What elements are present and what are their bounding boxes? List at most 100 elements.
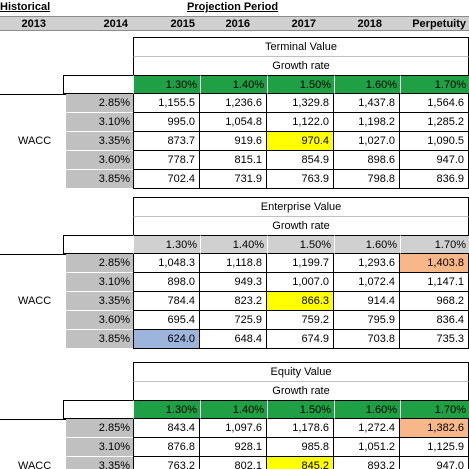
growth-rate-cell: 1.30% [133,75,200,94]
value-cell[interactable]: 763.2 [133,457,200,469]
value-cell[interactable]: 947.0 [400,457,469,469]
wacc-rate-cell: 3.85% [66,170,133,189]
growth-rate-corner [63,400,133,419]
wacc-rate-cell: 3.35% [66,457,133,469]
value-cell[interactable]: 845.2 [267,457,334,469]
value-cell[interactable]: 947.0 [400,151,469,170]
wacc-rate-cell: 2.85% [66,419,133,438]
value-cell[interactable]: 995.0 [133,113,200,132]
table-row: 3.60% 778.7 815.1 854.9 898.6 947.0 [0,151,469,170]
value-cell[interactable]: 1,054.8 [200,113,267,132]
value-cell[interactable]: 1,051.2 [334,438,400,457]
value-cell[interactable]: 763.9 [267,170,334,189]
value-cell[interactable]: 823.2 [200,292,267,311]
value-cell[interactable]: 1,272.4 [334,419,400,438]
value-cell[interactable]: 893.2 [334,457,400,469]
value-cell[interactable]: 798.8 [334,170,400,189]
year-2014: 2014 [103,18,128,30]
value-cell[interactable]: 1,125.9 [400,438,469,457]
growth-rate-row: 1.30% 1.40% 1.50% 1.60% 1.70% [0,235,469,254]
value-cell[interactable]: 1,199.7 [267,254,334,273]
wacc-rate-cell: 2.85% [66,94,133,113]
section-title: Enterprise Value [133,197,469,216]
growth-rate-label: Growth rate [133,216,469,235]
value-cell[interactable]: 1,090.5 [400,132,469,151]
value-cell[interactable]: 1,072.4 [334,273,400,292]
value-cell[interactable]: 928.1 [200,438,267,457]
value-cell[interactable]: 843.4 [133,419,200,438]
value-cell[interactable]: 1,027.0 [334,132,400,151]
wacc-rate-cell: 3.85% [66,330,133,349]
value-cell[interactable]: 1,236.6 [200,94,267,113]
year-2016: 2016 [225,18,250,30]
value-cell[interactable]: 735.3 [400,330,469,349]
value-cell[interactable]: 648.4 [200,330,267,349]
value-cell[interactable]: 1,118.8 [200,254,267,273]
year-2018: 2018 [357,18,382,30]
value-cell[interactable]: 949.3 [200,273,267,292]
value-cell[interactable]: 873.7 [133,132,200,151]
value-cell[interactable]: 836.4 [400,311,469,330]
value-cell[interactable]: 1,155.5 [133,94,200,113]
growth-rate-cell: 1.40% [200,75,267,94]
value-cell[interactable]: 725.9 [200,311,267,330]
value-cell[interactable]: 898.6 [334,151,400,170]
value-cell[interactable]: 1,122.0 [267,113,334,132]
value-cell[interactable]: 919.6 [200,132,267,151]
wacc-label: WACC [18,135,52,147]
value-cell[interactable]: 914.4 [334,292,400,311]
value-cell[interactable]: 1,564.6 [400,94,469,113]
growth-rate-cell: 1.60% [334,235,400,254]
value-cell[interactable]: 1,048.3 [133,254,200,273]
value-cell[interactable]: 1,007.0 [267,273,334,292]
value-cell[interactable]: 985.8 [267,438,334,457]
growth-rate-cell: 1.30% [133,400,200,419]
value-cell[interactable]: 695.4 [133,311,200,330]
value-cell[interactable]: 1,329.8 [267,94,334,113]
wacc-rate-cell: 3.35% [66,292,133,311]
value-cell[interactable]: 968.2 [400,292,469,311]
value-cell[interactable]: 778.7 [133,151,200,170]
value-cell[interactable]: 731.9 [200,170,267,189]
year-perpetuity: Perpetuity [412,18,466,30]
value-cell[interactable]: 1,403.8 [400,254,469,273]
value-cell[interactable]: 759.2 [267,311,334,330]
value-cell[interactable]: 1,178.6 [267,419,334,438]
growth-rate-label: Growth rate [133,381,469,400]
growth-rate-cell: 1.60% [334,400,400,419]
growth-rate-corner [63,75,133,94]
value-cell[interactable]: 898.0 [133,273,200,292]
value-cell[interactable]: 836.9 [400,170,469,189]
value-cell[interactable]: 1,147.1 [400,273,469,292]
table-row: 3.10% 995.0 1,054.8 1,122.0 1,198.2 1,285.2 [0,113,469,132]
value-cell[interactable]: 1,097.6 [200,419,267,438]
value-cell[interactable]: 1,382.6 [400,419,469,438]
value-cell[interactable]: 866.3 [267,292,334,311]
value-cell[interactable]: 1,437.8 [334,94,400,113]
value-cell[interactable]: 784.4 [133,292,200,311]
value-cell[interactable]: 1,293.6 [334,254,400,273]
section-title: Terminal Value [133,37,469,56]
wacc-rate-cell: 3.10% [66,273,133,292]
growth-rate-cell: 1.40% [200,235,267,254]
historical-label: Historical [0,1,51,13]
section-enterprise-value: Enterprise Value Growth rate 1.30% 1.40% 1.5… [0,197,469,349]
value-cell[interactable]: 703.8 [334,330,400,349]
value-cell[interactable]: 1,285.2 [400,113,469,132]
value-cell[interactable]: 624.0 [133,330,200,349]
value-cell[interactable]: 802.1 [200,457,267,469]
value-cell[interactable]: 876.8 [133,438,200,457]
value-cell[interactable]: 815.1 [200,151,267,170]
value-cell[interactable]: 854.9 [267,151,334,170]
table-row: 3.35% 784.4 823.2 866.3 914.4 968.2 [0,292,469,311]
value-cell[interactable]: 674.9 [267,330,334,349]
table-row: 2.85% 1,155.5 1,236.6 1,329.8 1,437.8 1,564.6 [0,94,469,113]
value-cell[interactable]: 702.4 [133,170,200,189]
value-cell[interactable]: 970.4 [267,132,334,151]
table-row: 2.85% 843.4 1,097.6 1,178.6 1,272.4 1,382.6 [0,419,469,438]
year-2017: 2017 [291,18,316,30]
value-cell[interactable]: 1,198.2 [334,113,400,132]
year-2013: 2013 [21,18,46,30]
growth-rate-cell: 1.50% [267,400,334,419]
value-cell[interactable]: 795.9 [334,311,400,330]
